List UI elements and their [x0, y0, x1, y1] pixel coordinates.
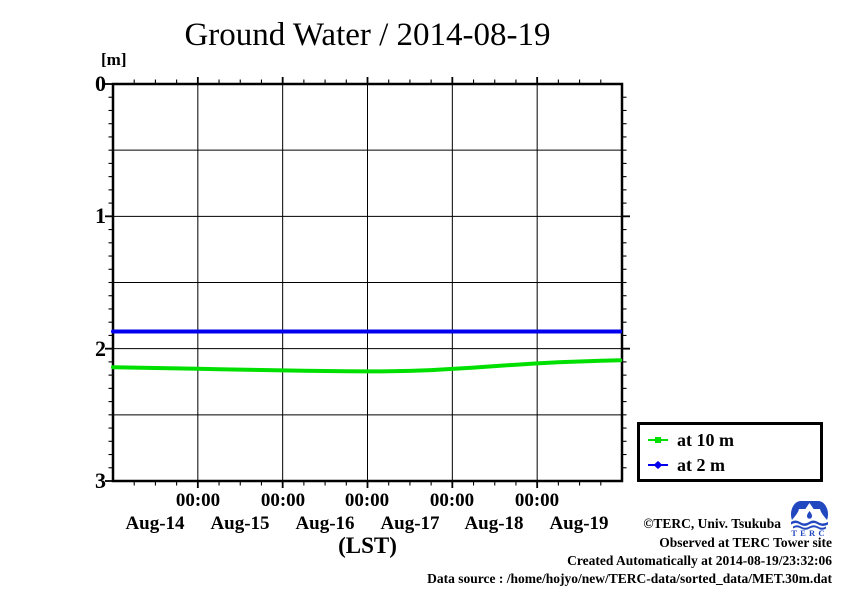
x-tick-label-time-4: 00:00 [514, 490, 560, 511]
y-tick-label-2: 2 [95, 336, 106, 361]
legend-item-at-2m: at 2 m [648, 455, 725, 475]
terc-logo-text: TERC [791, 528, 827, 537]
square-marker-icon [655, 437, 661, 443]
footer-created-timestamp: Created Automatically at 2014-08-19/23:3… [567, 553, 832, 568]
legend-box: at 10 m at 2 m [637, 422, 823, 482]
terc-logo-icon: TERC [787, 500, 832, 537]
legend-label-at-2m: at 2 m [677, 454, 725, 475]
x-day-label-aug14: Aug-14 [125, 513, 185, 534]
series-line-at-10-m [111, 358, 623, 374]
x-day-label-aug19: Aug-19 [549, 513, 609, 534]
legend-label-at-10m: at 10 m [677, 429, 734, 450]
x-tick-label-time-2: 00:00 [344, 490, 390, 511]
x-day-label-aug18: Aug-18 [464, 513, 524, 534]
legend-item-at-10m: at 10 m [648, 430, 734, 450]
diamond-marker-icon [653, 460, 663, 470]
y-tick-label-1: 1 [95, 203, 106, 228]
plot-border [111, 82, 624, 483]
x-tick-label-time-1: 00:00 [260, 490, 306, 511]
chart-title: Ground Water / 2014-08-19 [184, 17, 551, 53]
y-tick-label-0: 0 [95, 71, 106, 96]
y-axis-unit-label: [m] [101, 50, 127, 69]
x-axis-label: (LST) [338, 533, 397, 558]
x-day-label-aug15: Aug-15 [210, 513, 270, 534]
x-day-label-aug17: Aug-17 [380, 513, 440, 534]
y-tick-label-3: 3 [95, 468, 106, 493]
footer-copyright: ©TERC, Univ. Tsukuba [643, 516, 781, 531]
legend-line-sample-green [648, 435, 668, 445]
x-tick-label-time-0: 00:00 [175, 490, 221, 511]
footer-data-source-path: Data source : /home/hojyo/new/TERC-data/… [427, 571, 832, 586]
legend-line-sample-blue [648, 460, 668, 470]
x-day-label-aug16: Aug-16 [295, 513, 355, 534]
x-tick-label-time-3: 00:00 [429, 490, 475, 511]
footer-observed-site: Observed at TERC Tower site [659, 535, 832, 550]
